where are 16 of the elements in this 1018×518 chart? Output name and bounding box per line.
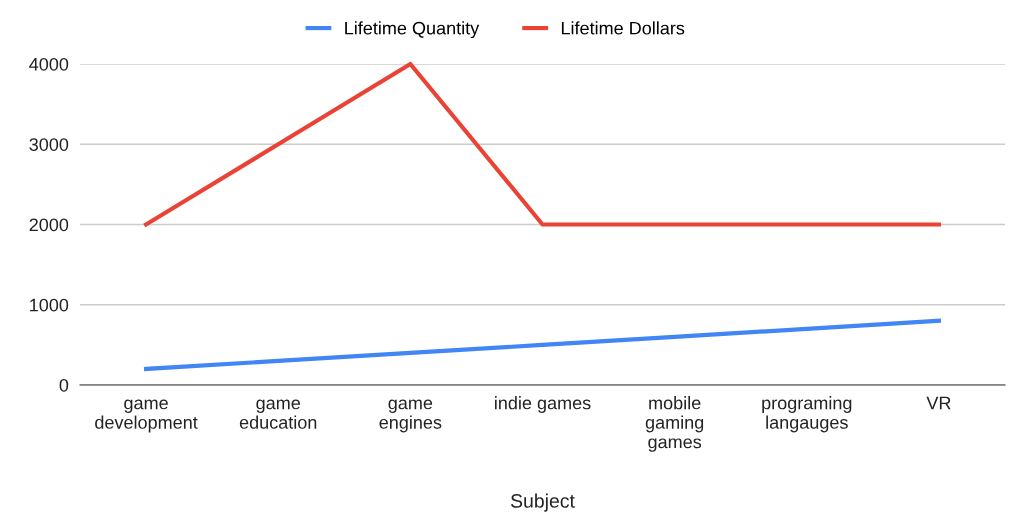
x-tick-label: programing langauges bbox=[762, 396, 852, 433]
y-tick-label: 1000 bbox=[30, 298, 69, 312]
x-tick-label: indie games bbox=[495, 396, 591, 413]
x-tick-label: VR bbox=[926, 396, 951, 410]
x-tick-label: game development bbox=[95, 399, 198, 433]
x-axis-title: Subject bbox=[510, 493, 575, 512]
x-tick-label: game engines bbox=[379, 399, 442, 433]
legend-label: Lifetime Dollars bbox=[561, 21, 685, 35]
y-tick-label: 2000 bbox=[29, 218, 69, 232]
line-series bbox=[143, 318, 942, 372]
x-tick-label: game education bbox=[239, 399, 317, 429]
y-tick-label: 0 bbox=[59, 378, 69, 392]
y-tick-label: 4000 bbox=[29, 57, 69, 71]
legend-label: Lifetime Quantity bbox=[345, 21, 480, 39]
x-tick-label: mobile gaming games bbox=[645, 396, 704, 452]
y-tick-label: 3000 bbox=[29, 138, 69, 151]
